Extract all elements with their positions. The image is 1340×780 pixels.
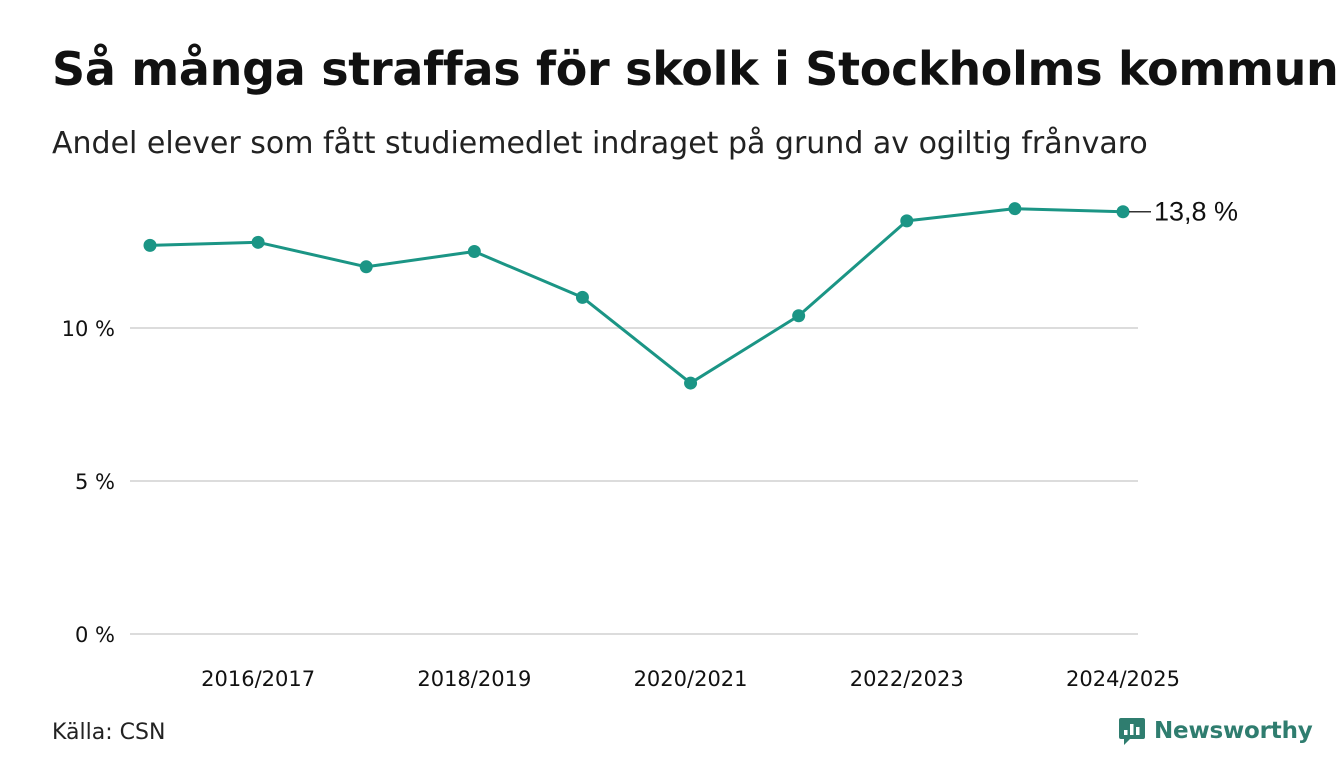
brand-logo: Newsworthy	[1118, 714, 1313, 748]
chart-title: Så många straffas för skolk i Stockholms…	[52, 42, 1339, 96]
series-line	[148, 207, 1125, 385]
data-point	[792, 309, 806, 323]
data-point	[251, 235, 265, 249]
data-point	[467, 245, 481, 258]
chart-subtitle: Andel elever som fått studiemedlet indra…	[52, 126, 1148, 161]
data-point	[684, 376, 698, 390]
data-point	[1008, 202, 1022, 216]
y-tick-label: 0 %	[75, 623, 115, 647]
source-note: Källa: CSN	[52, 720, 166, 745]
y-tick-label: 5 %	[75, 470, 115, 494]
data-point	[900, 214, 914, 228]
data-point	[359, 260, 373, 274]
data-point	[1116, 205, 1130, 219]
x-tick-label: 2020/2021	[634, 667, 748, 691]
x-tick-label: 2018/2019	[417, 667, 531, 691]
x-tick-label: 2016/2017	[201, 667, 315, 691]
x-tick-label: 2022/2023	[850, 667, 964, 691]
last-value-label: 13,8 %	[1154, 197, 1238, 227]
newsworthy-logo-icon	[1119, 718, 1145, 745]
y-tick-label: 10 %	[62, 317, 115, 341]
x-tick-label: 2024/2025	[1066, 667, 1180, 691]
data-point	[575, 290, 589, 304]
data-point	[143, 238, 157, 252]
brand-name: Newsworthy	[1154, 718, 1313, 744]
